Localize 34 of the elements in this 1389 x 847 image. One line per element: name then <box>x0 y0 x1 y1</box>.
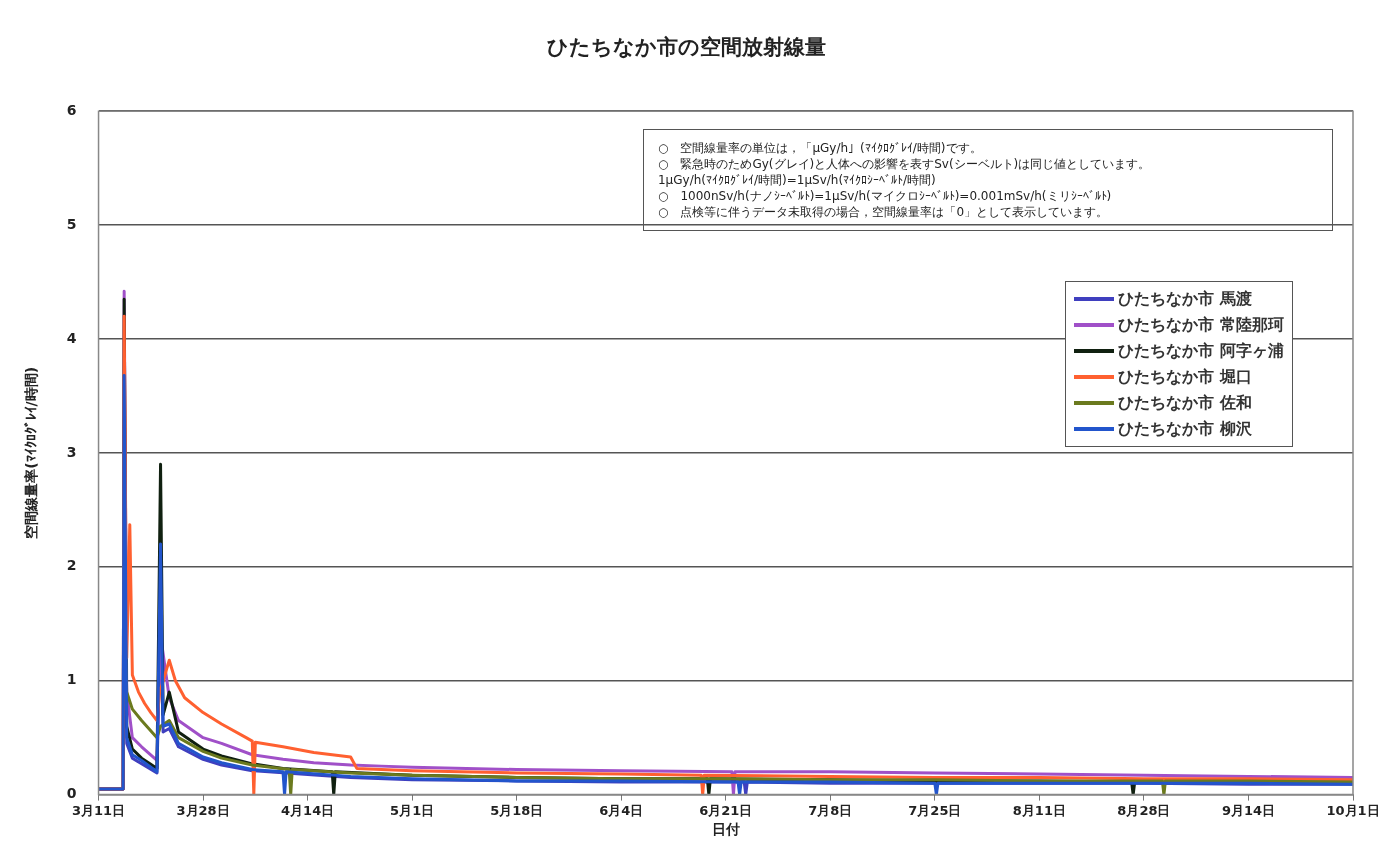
x-tick-label: 3月28日 <box>176 802 230 818</box>
y-tick-label: 4 <box>66 329 77 346</box>
chart-title: ひたちなか市の空間放射線量 <box>547 35 826 60</box>
x-tick-label: 3月11日 <box>71 802 126 818</box>
y-tick-label: 6 <box>66 101 77 118</box>
x-tick-label: 5月1日 <box>390 802 435 818</box>
legend-label: ひたちなか市 柳沢 <box>1118 418 1252 440</box>
x-tick-label: 6月4日 <box>599 802 644 818</box>
annotation: ○ 緊急時のためGy(グレイ)と人体への影響を表すSv(シーベルト)は同じ値としています。 <box>657 156 1152 173</box>
x-tick-label: 8月28日 <box>1117 802 1171 818</box>
y-tick-label: 5 <box>66 215 77 232</box>
x-tick-label: 8月11日 <box>1012 802 1066 818</box>
annotation: ○ 1000nSv/h(ナノｼｰﾍﾞﾙﾄ)=1μSv/h(マイクロｼｰﾍﾞﾙﾄ)=0.001mSv/h(ミリｼｰﾍﾞﾙﾄ) <box>657 188 1113 205</box>
x-axis-title: 日付 <box>711 821 740 838</box>
y-tick-label: 0 <box>66 785 77 802</box>
legend-label: ひたちなか市 常陸那珂 <box>1118 314 1284 336</box>
x-tick-label: 7月8日 <box>808 802 853 818</box>
legend-label: ひたちなか市 馬渡 <box>1118 288 1252 310</box>
x-tick-label: 5月18日 <box>490 802 544 818</box>
x-tick-label: 6月21日 <box>699 802 753 818</box>
y-tick-label: 1 <box>66 671 77 688</box>
annotation: ○ 空間線量率の単位は，「μGy/h」(ﾏｲｸﾛｸﾞﾚｲ/時間)です。 <box>657 140 983 157</box>
x-tick-label: 9月14日 <box>1221 802 1276 818</box>
annotation: 1μGy/h(ﾏｲｸﾛｸﾞﾚｲ/時間)=1μSv/h(ﾏｲｸﾛｼｰﾍﾞﾙﾄ/時間) <box>657 172 937 189</box>
legend-label: ひたちなか市 佐和 <box>1118 392 1252 414</box>
x-tick-label: 4月14日 <box>281 802 335 818</box>
legend-label: ひたちなか市 阿字ヶ浦 <box>1118 340 1284 362</box>
y-axis-title: 空間線量率(ﾏｲｸﾛｸﾞﾚｲ/時間) <box>23 366 40 539</box>
x-tick-label: 7月25日 <box>908 802 962 818</box>
legend-label: ひたちなか市 堀口 <box>1118 366 1252 388</box>
y-tick-label: 3 <box>66 443 77 460</box>
x-tick-label: 10月1日 <box>1326 802 1380 818</box>
y-tick-label: 2 <box>66 557 77 574</box>
annotation: ○ 点検等に伴うデータ未取得の場合，空間線量率は「0」として表示しています。 <box>657 204 1110 221</box>
